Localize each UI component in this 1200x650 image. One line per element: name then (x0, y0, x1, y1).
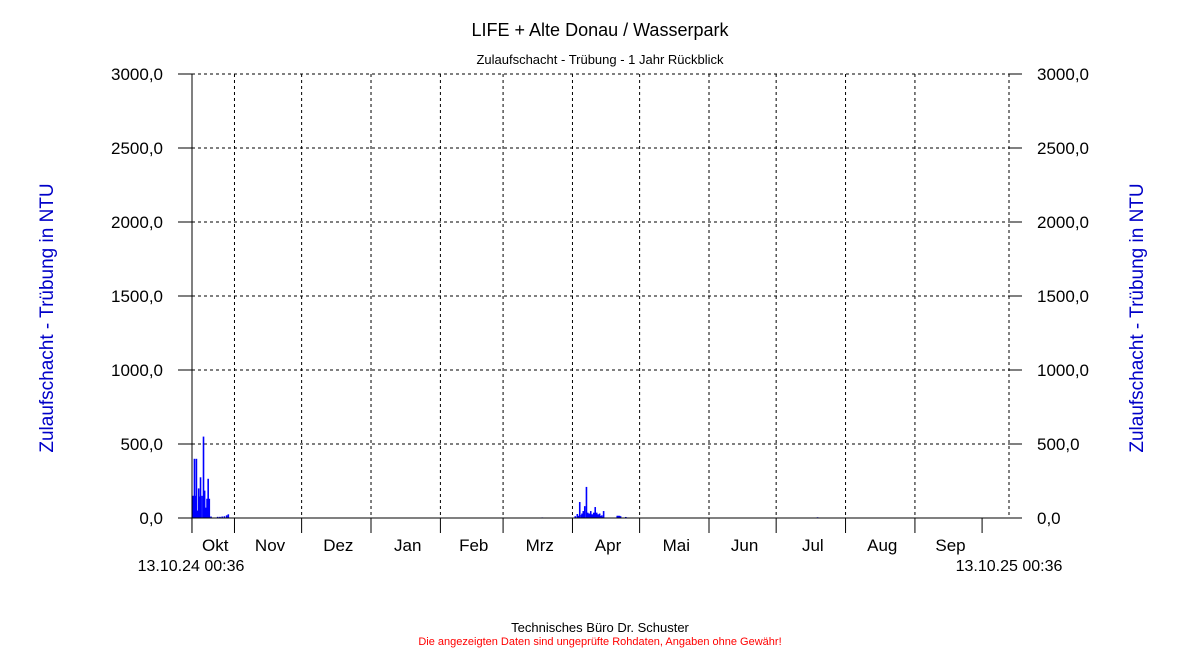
data-bar (574, 516, 577, 518)
data-bar (586, 512, 589, 518)
data-bar (576, 514, 579, 518)
data-bar (201, 495, 203, 518)
y-ticks-right: 0,0 500,0 1000,0 1500,0 2000,0 2500,0 3000,0 (1037, 65, 1089, 528)
data-bar (598, 513, 601, 518)
data-bar (194, 495, 197, 518)
data-bar (227, 514, 230, 518)
data-bar (206, 498, 208, 518)
data-bar (597, 514, 600, 518)
data-bar (592, 512, 595, 518)
data-series (191, 436, 819, 519)
month-label-aug: Aug (867, 536, 897, 555)
month-label-jul: Jul (802, 536, 824, 555)
data-bar (225, 515, 228, 518)
data-bar (595, 512, 598, 518)
data-bar (193, 458, 196, 518)
month-label-jun: Jun (731, 536, 758, 555)
data-bar (198, 496, 201, 518)
data-bar (588, 513, 591, 518)
data-bar (195, 458, 198, 518)
axes (178, 73, 1022, 533)
data-bar (577, 515, 580, 518)
month-label-mai: Mai (663, 536, 690, 555)
data-bar (601, 515, 603, 518)
data-bar (602, 511, 605, 518)
data-bar (616, 515, 619, 518)
data-bar (202, 436, 205, 518)
data-bar (223, 516, 226, 518)
month-label-feb: Feb (459, 536, 488, 555)
data-bar (197, 488, 200, 518)
data-bar (618, 515, 621, 518)
data-bar (210, 516, 212, 518)
month-label-nov: Nov (255, 536, 286, 555)
data-bar (585, 486, 588, 518)
footer-company: Technisches Büro Dr. Schuster (511, 620, 689, 635)
data-bar (192, 495, 195, 518)
data-bar (207, 478, 209, 518)
data-bar (578, 502, 581, 518)
y-tick-label-left: 2500,0 (111, 139, 163, 158)
x-month-labels: Okt Nov Dez Jan Feb Mrz Apr Mai Jun Jul Aug Sep (202, 536, 966, 555)
data-bar (591, 514, 594, 518)
data-bar (208, 498, 211, 518)
x-end-label: 13.10.25 00:36 (956, 558, 1063, 575)
data-bar (221, 516, 223, 518)
data-bar (582, 511, 585, 518)
data-bar (191, 495, 194, 518)
y-tick-label-right: 3000,0 (1037, 65, 1089, 84)
y-tick-label-right: 1000,0 (1037, 361, 1089, 380)
data-bar (219, 516, 221, 518)
y-tick-label-right: 1500,0 (1037, 287, 1089, 306)
data-bar (199, 477, 202, 518)
month-label-apr: Apr (595, 536, 622, 555)
data-bar (196, 510, 199, 518)
chart-title: LIFE + Alte Donau / Wasserpark (472, 20, 730, 40)
y-tick-label-left: 1000,0 (111, 361, 163, 380)
y-tick-label-right: 2000,0 (1037, 213, 1089, 232)
y-tick-label-left: 1500,0 (111, 287, 163, 306)
y-tick-label-right: 2500,0 (1037, 139, 1089, 158)
data-bar (589, 511, 592, 518)
y-axis-title-left: Zulaufschacht - Trübung in NTU (37, 183, 58, 452)
data-bar (600, 515, 602, 518)
month-label-mrz: Mrz (526, 536, 554, 555)
y-tick-label-left: 0,0 (139, 509, 163, 528)
data-bar (617, 515, 620, 518)
footer-disclaimer: Die angezeigten Daten sind ungeprüfte Ro… (418, 636, 781, 648)
y-tick-label-left: 500,0 (120, 435, 163, 454)
grid (192, 73, 1022, 518)
y-ticks-left: 0,0 500,0 1000,0 1500,0 2000,0 2500,0 3000,0 (111, 65, 163, 528)
month-label-sep: Sep (935, 536, 965, 555)
data-bar (625, 516, 627, 518)
data-bar (619, 516, 622, 518)
data-bar (216, 516, 219, 518)
y-tick-label-right: 0,0 (1037, 509, 1061, 528)
chart-subtitle: Zulaufschacht - Trübung - 1 Jahr Rückbli… (476, 52, 724, 67)
y-axis-title-right: Zulaufschacht - Trübung in NTU (1127, 183, 1148, 452)
y-tick-label-left: 3000,0 (111, 65, 163, 84)
data-bar (594, 507, 597, 518)
data-bar (581, 513, 583, 518)
month-label-okt: Okt (202, 536, 229, 555)
y-tick-label-right: 500,0 (1037, 435, 1080, 454)
data-bar (204, 507, 207, 518)
month-label-dez: Dez (323, 536, 353, 555)
x-start-label: 13.10.24 00:36 (138, 558, 245, 575)
y-tick-label-left: 2000,0 (111, 213, 163, 232)
month-label-jan: Jan (394, 536, 421, 555)
data-bar (583, 506, 586, 518)
data-bar (203, 490, 206, 518)
